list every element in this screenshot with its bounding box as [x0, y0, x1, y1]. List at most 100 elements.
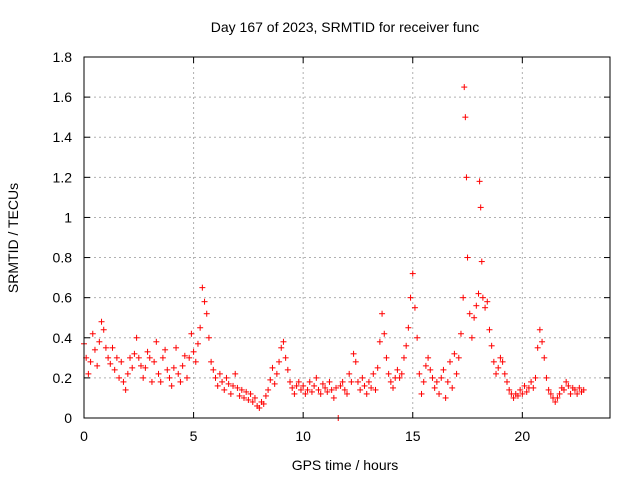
- data-point: [429, 374, 436, 381]
- data-point: [385, 370, 392, 377]
- data-point: [159, 354, 166, 361]
- data-point: [155, 370, 162, 377]
- data-point: [444, 378, 451, 385]
- data-point: [236, 392, 243, 399]
- data-point: [210, 366, 217, 373]
- data-point: [118, 358, 125, 365]
- data-point: [556, 390, 563, 397]
- data-point: [333, 384, 340, 391]
- data-point: [151, 358, 158, 365]
- data-point: [359, 374, 366, 381]
- data-point: [394, 366, 401, 373]
- data-point: [232, 370, 239, 377]
- data-point: [173, 344, 180, 351]
- data-point: [484, 298, 491, 305]
- data-point: [214, 382, 221, 389]
- data-point: [517, 386, 524, 393]
- data-point: [313, 374, 320, 381]
- data-point: [503, 378, 510, 385]
- data-point: [315, 386, 322, 393]
- data-point: [464, 254, 471, 261]
- data-point: [571, 386, 578, 393]
- data-point: [387, 378, 394, 385]
- data-point: [184, 374, 191, 381]
- data-point: [552, 398, 559, 405]
- y-tick-label: 0.2: [53, 370, 73, 386]
- data-point: [545, 386, 552, 393]
- data-point: [113, 354, 120, 361]
- data-point: [194, 340, 201, 347]
- data-point: [212, 374, 219, 381]
- data-point: [186, 354, 193, 361]
- data-point: [271, 380, 278, 387]
- y-tick-label: 1.4: [53, 129, 73, 145]
- data-point: [219, 378, 226, 385]
- data-point: [280, 338, 287, 345]
- data-point: [463, 174, 470, 181]
- data-point: [547, 390, 554, 397]
- data-point: [190, 348, 197, 355]
- data-point: [409, 270, 416, 277]
- data-point: [199, 284, 206, 291]
- data-point: [328, 386, 335, 393]
- data-point: [466, 310, 473, 317]
- data-point: [330, 394, 337, 401]
- data-point: [379, 310, 386, 317]
- data-point: [462, 114, 469, 121]
- data-point: [201, 298, 208, 305]
- data-point: [131, 350, 138, 357]
- data-point: [497, 354, 504, 361]
- data-point: [308, 388, 315, 395]
- data-point: [486, 326, 493, 333]
- data-point: [574, 390, 581, 397]
- data-point: [411, 304, 418, 311]
- data-point: [208, 358, 215, 365]
- data-point: [501, 370, 508, 377]
- data-point: [365, 378, 372, 385]
- data-point: [478, 258, 485, 265]
- data-point: [133, 334, 140, 341]
- data-point: [396, 374, 403, 381]
- data-point: [354, 378, 361, 385]
- data-point: [91, 346, 98, 353]
- data-point: [181, 352, 188, 359]
- data-point: [227, 390, 234, 397]
- data-point: [344, 390, 350, 397]
- data-point: [438, 374, 445, 381]
- data-point: [230, 382, 237, 389]
- data-point: [300, 382, 307, 389]
- data-point: [506, 386, 513, 393]
- y-tick-label: 1: [64, 209, 72, 225]
- data-point: [256, 404, 263, 411]
- data-point: [221, 386, 228, 393]
- data-point: [216, 370, 223, 377]
- data-point: [383, 354, 390, 361]
- data-point: [109, 344, 116, 351]
- data-point: [433, 378, 440, 385]
- x-tick-label: 5: [190, 428, 198, 444]
- data-point: [282, 354, 289, 361]
- data-point: [361, 382, 368, 389]
- data-point: [129, 364, 136, 371]
- data-point: [403, 342, 410, 349]
- data-point: [122, 386, 129, 393]
- data-point: [449, 384, 456, 391]
- data-point: [96, 338, 103, 345]
- data-point: [376, 338, 383, 345]
- data-point: [372, 386, 379, 393]
- data-point: [418, 390, 425, 397]
- data-point: [352, 358, 359, 365]
- data-point: [166, 374, 173, 381]
- data-point: [447, 358, 454, 365]
- data-point: [519, 390, 526, 397]
- data-point: [348, 378, 355, 385]
- data-point: [510, 394, 517, 401]
- x-tick-label: 20: [515, 428, 531, 444]
- data-point: [284, 366, 291, 373]
- data-point: [148, 378, 155, 385]
- data-point: [560, 386, 567, 393]
- data-point: [240, 394, 247, 401]
- data-point: [297, 386, 304, 393]
- data-point: [287, 378, 294, 385]
- chart-title: Day 167 of 2023, SRMTID for receiver fun…: [211, 19, 479, 35]
